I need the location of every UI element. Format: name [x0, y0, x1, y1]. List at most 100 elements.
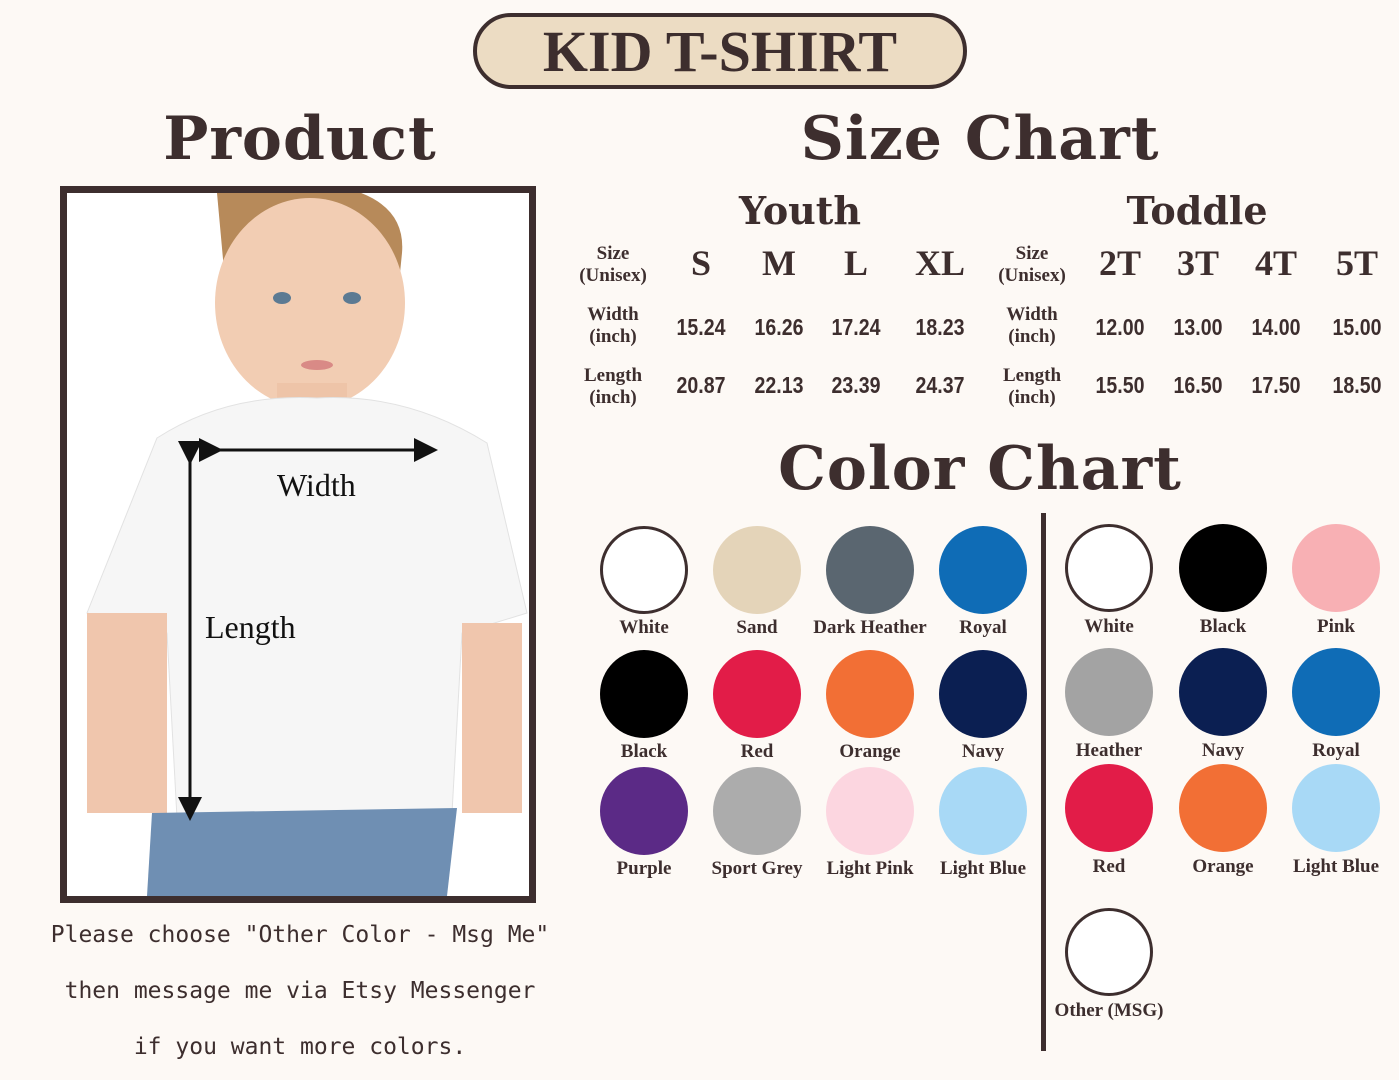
toddle-swatch-label: Light Blue [1292, 856, 1380, 877]
row-label-text: Size [1015, 243, 1049, 264]
youth-swatch-label: Orange [839, 741, 901, 762]
youth-length-value: 22.13 [754, 372, 804, 398]
youth-swatch-orange [826, 650, 914, 738]
youth-swatch-red [713, 650, 801, 738]
youth-swatch-sand [713, 526, 801, 614]
toddle-swatch-label: Royal [1312, 740, 1360, 761]
color-divider [1041, 513, 1046, 1051]
row-label-text: (Unisex) [998, 265, 1066, 286]
width-label: Width [277, 467, 356, 503]
toddle-swatch-white [1065, 524, 1153, 612]
note-line-1: Please choose "Other Color - Msg Me" [50, 922, 550, 948]
toddle-size-5T: 5T [1335, 243, 1379, 283]
toddle-width-value: 14.00 [1251, 314, 1301, 340]
youth-swatch-label: Navy [961, 741, 1005, 762]
toddle-swatch-label: Red [1092, 856, 1126, 877]
youth-swatch-light-blue [939, 767, 1027, 855]
youth-swatch-navy [939, 650, 1027, 738]
youth-swatch-label: Light Pink [826, 858, 914, 879]
youth-swatch-white [600, 526, 688, 614]
row-label-text: (inch) [589, 387, 637, 408]
product-photo: Width Length [60, 186, 536, 903]
color-chart-heading: Color Chart [778, 434, 1182, 504]
row-label-text: Length [1002, 365, 1062, 386]
row-label-text: Width [587, 304, 639, 325]
youth-swatch-label: Dark Heather [813, 617, 927, 638]
youth-swatch-purple [600, 767, 688, 855]
toddle-row-label: Width (inch) [1006, 304, 1057, 348]
youth-swatch-label: Royal [959, 617, 1007, 638]
toddle-swatch-label: Black [1199, 616, 1247, 637]
youth-row-label: Width (inch) [587, 304, 638, 348]
toddle-swatch-label: Orange [1192, 856, 1254, 877]
row-label-text: Size [596, 243, 630, 264]
youth-swatch-label: Red [740, 741, 774, 762]
youth-row-label: Size (Unisex) [579, 243, 647, 287]
toddle-swatch-label: Pink [1316, 616, 1356, 637]
youth-width-value: 15.24 [676, 314, 726, 340]
youth-swatch-sport-grey [713, 767, 801, 855]
toddle-swatch-pink [1292, 524, 1380, 612]
toddle-swatch-heather [1065, 648, 1153, 736]
youth-swatch-label: Sand [736, 617, 778, 638]
toddle-heading: Toddle [1126, 188, 1268, 233]
row-label-text: (inch) [589, 326, 637, 347]
row-label-text: (Unisex) [579, 265, 647, 286]
youth-swatch-light-pink [826, 767, 914, 855]
youth-length-value: 20.87 [676, 372, 726, 398]
toddle-swatch-royal [1292, 648, 1380, 736]
toddle-swatch-light-blue [1292, 764, 1380, 852]
toddle-length-value: 15.50 [1095, 372, 1145, 398]
youth-swatch-label: Black [620, 741, 668, 762]
toddle-size-4T: 4T [1254, 243, 1298, 283]
youth-size-XL: XL [914, 243, 966, 283]
row-label-text: (inch) [1008, 387, 1056, 408]
youth-swatch-royal [939, 526, 1027, 614]
youth-size-S: S [690, 243, 712, 283]
youth-swatch-label: White [619, 617, 669, 638]
note-line-3: if you want more colors. [133, 1034, 467, 1060]
toddle-width-value: 12.00 [1095, 314, 1145, 340]
title-banner: KID T-SHIRT [473, 13, 967, 89]
toddle-length-value: 18.50 [1332, 372, 1382, 398]
toddle-swatch-other-msg [1065, 908, 1153, 996]
youth-size-L: L [843, 243, 869, 283]
toddle-length-value: 16.50 [1173, 372, 1223, 398]
product-heading: Product [163, 104, 437, 174]
youth-width-value: 18.23 [915, 314, 965, 340]
youth-swatch-dark-heather [826, 526, 914, 614]
youth-width-value: 16.26 [754, 314, 804, 340]
toddle-swatch-red [1065, 764, 1153, 852]
youth-width-value: 17.24 [831, 314, 881, 340]
youth-swatch-label: Sport Grey [711, 858, 803, 879]
youth-swatch-label: Purple [616, 858, 672, 879]
toddle-swatch-navy [1179, 648, 1267, 736]
youth-swatch-label: Light Blue [939, 858, 1027, 879]
youth-heading: Youth [739, 188, 861, 233]
toddle-row-label: Length (inch) [1003, 365, 1061, 409]
toddle-row-label: Size (Unisex) [998, 243, 1066, 287]
toddle-swatch-label: White [1084, 616, 1134, 637]
toddle-swatch-label: Navy [1201, 740, 1245, 761]
toddle-swatch-orange [1179, 764, 1267, 852]
toddle-size-3T: 3T [1176, 243, 1220, 283]
toddle-width-value: 13.00 [1173, 314, 1223, 340]
toddle-swatch-label: Other (MSG) [1054, 1000, 1164, 1021]
size-chart-heading: Size Chart [800, 104, 1160, 174]
length-label: Length [205, 609, 296, 645]
youth-swatch-black [600, 650, 688, 738]
toddle-swatch-label: Heather [1075, 740, 1143, 761]
youth-length-value: 24.37 [915, 372, 965, 398]
note-line-2: then message me via Etsy Messenger [64, 978, 536, 1004]
row-label-text: Width [1006, 304, 1058, 325]
row-label-text: (inch) [1008, 326, 1056, 347]
row-label-text: Length [583, 365, 643, 386]
toddle-size-2T: 2T [1098, 243, 1142, 283]
youth-length-value: 23.39 [831, 372, 881, 398]
toddle-length-value: 17.50 [1251, 372, 1301, 398]
toddle-width-value: 15.00 [1332, 314, 1382, 340]
youth-size-M: M [762, 243, 796, 283]
title: KID T-SHIRT [542, 18, 898, 84]
toddle-swatch-black [1179, 524, 1267, 612]
youth-row-label: Length (inch) [584, 365, 642, 409]
